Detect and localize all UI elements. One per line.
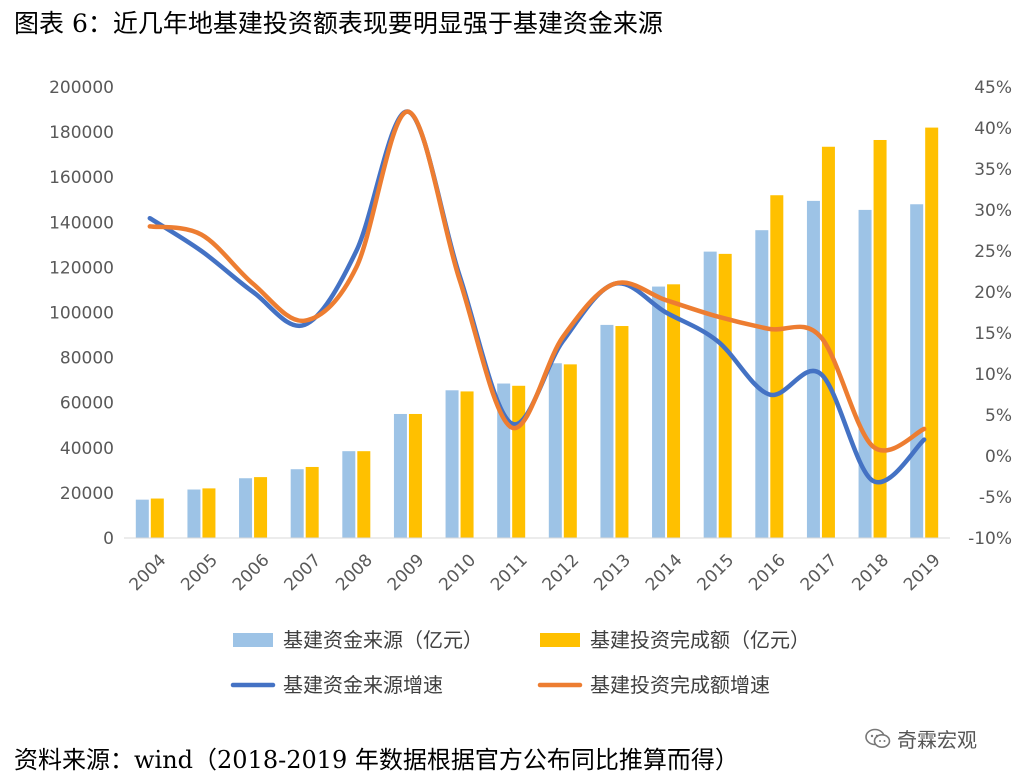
legend: 基建资金来源（亿元） 基建投资完成额（亿元） 基建资金来源增速 基建投资完成额增速 [230,628,810,697]
right-tick-label: 45% [974,78,1012,98]
funds-bar [652,286,666,538]
invest-bar [408,413,422,538]
legend-funds-growth-label: 基建资金来源增速 [283,673,443,697]
x-tick-label: 2008 [332,550,377,595]
x-tick-label: 2007 [281,550,326,595]
line-series [147,109,927,485]
right-tick-label: 25% [974,242,1012,262]
funds-bar [393,413,407,538]
x-tick-label: 2018 [848,550,893,595]
funds-bar [858,209,872,538]
legend-funds-bar: 基建资金来源（亿元） [233,628,483,652]
left-tick-label: 100000 [49,304,114,324]
legend-invest-bar-label: 基建投资完成额（亿元） [590,628,810,652]
invest-bar [202,488,216,538]
invest-bar [770,195,784,539]
x-tick-label: 2012 [539,550,584,595]
x-tick-label: 2006 [229,550,274,595]
funds-bar [187,489,201,538]
chart-title: 图表 6：近几年地基建投资额表现要明显强于基建资金来源 [14,9,663,38]
right-tick-label: 30% [974,201,1012,221]
left-tick-label: 180000 [49,123,114,143]
x-tick-label: 2013 [590,550,635,595]
invest-bar [305,466,319,538]
invest-bar [873,139,887,538]
right-tick-label: 35% [974,160,1012,180]
right-tick-label: 0% [985,447,1012,467]
legend-funds-bar-swatch [233,633,273,647]
legend-funds-growth: 基建资金来源增速 [230,673,443,697]
left-axis: 0 20000 40000 60000 80000 100000 120000 140000 1… [49,78,114,549]
x-tick-label: 2016 [745,550,790,595]
x-tick-label: 2014 [642,550,687,595]
invest-bar [925,127,939,538]
watermark-text: 奇霖宏观 [897,728,977,752]
invest-bar [512,385,526,538]
bar-series [135,127,939,539]
left-tick-label: 0 [103,529,114,549]
invest-bar [718,253,732,538]
right-tick-label: 5% [985,406,1012,426]
right-axis: -10% -5% 0% 5% 10% 15% 20% 25% 30% 35% 40% 45% [968,78,1012,549]
x-tick-label: 2005 [177,550,222,595]
funds-bar [239,478,253,538]
x-axis: 2004 2005 2006 2007 2008 2009 2010 2011 2012 2013… [126,550,945,595]
funds-bar [910,204,924,538]
left-tick-label: 20000 [60,484,114,504]
right-tick-label: -5% [979,488,1012,508]
right-tick-label: 20% [974,283,1012,303]
left-tick-label: 60000 [60,394,114,414]
x-tick-label: 2015 [694,550,739,595]
x-tick-label: 2011 [487,550,532,595]
legend-invest-bar: 基建投资完成额（亿元） [540,628,810,652]
funds-bar [342,451,356,538]
legend-invest-bar-swatch [540,633,580,647]
invest-growth-line [147,109,927,453]
invest-bar [615,326,629,538]
x-tick-label: 2009 [384,550,429,595]
legend-invest-growth: 基建投资完成额增速 [537,673,770,697]
funds-bar [445,390,459,538]
x-tick-label: 2019 [900,550,945,595]
invest-bar [150,498,164,538]
watermark: 奇霖宏观 [865,724,977,753]
invest-bar [563,364,577,538]
invest-bar [667,284,681,538]
right-tick-label: -10% [968,529,1012,549]
invest-bar [821,146,835,538]
x-tick-label: 2017 [797,550,842,595]
funds-bar [703,251,717,539]
right-tick-label: 40% [974,119,1012,139]
left-tick-label: 120000 [49,258,114,278]
left-tick-label: 200000 [49,78,114,98]
chat-bubble-icon [865,728,891,748]
funds-bar [755,230,769,538]
invest-bar [254,477,268,538]
funds-growth-line [147,109,927,485]
left-tick-label: 40000 [60,439,114,459]
x-tick-label: 2010 [435,550,480,595]
right-tick-label: 15% [974,324,1012,344]
legend-invest-growth-label: 基建投资完成额增速 [590,673,770,697]
funds-bar [290,469,304,538]
legend-funds-bar-label: 基建资金来源（亿元） [283,628,483,652]
invest-bar [357,451,371,538]
left-tick-label: 160000 [49,168,114,188]
x-tick-label: 2004 [126,550,171,595]
left-tick-label: 140000 [49,213,114,233]
funds-bar [548,363,562,538]
invest-bar [460,391,474,538]
funds-bar [135,499,149,538]
right-tick-label: 10% [974,365,1012,385]
left-tick-label: 80000 [60,349,114,369]
source-note: 资料来源：wind（2018-2019 年数据根据官方公布同比推算而得） [14,746,739,774]
funds-bar [600,324,614,538]
